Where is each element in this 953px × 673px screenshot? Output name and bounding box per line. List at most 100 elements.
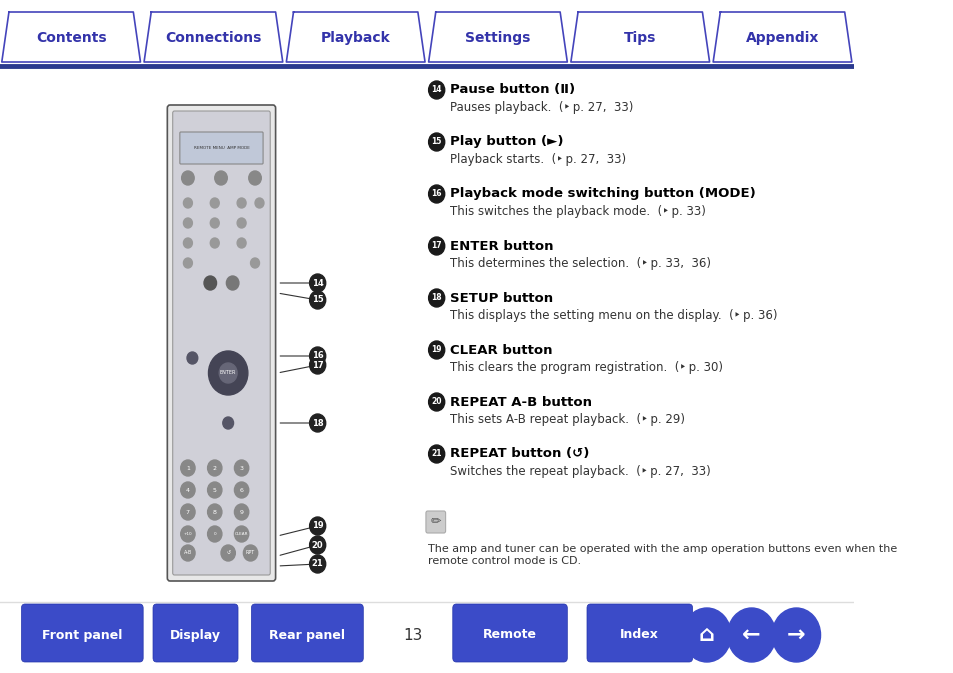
Circle shape	[210, 218, 219, 228]
Circle shape	[249, 171, 261, 185]
Circle shape	[210, 238, 219, 248]
Circle shape	[209, 351, 248, 395]
Text: SETUP button: SETUP button	[450, 291, 553, 304]
Circle shape	[180, 526, 194, 542]
Text: 9: 9	[239, 509, 243, 514]
Circle shape	[181, 171, 194, 185]
Text: Display: Display	[170, 629, 221, 641]
Circle shape	[310, 356, 325, 374]
Circle shape	[208, 482, 222, 498]
Text: 5: 5	[213, 487, 216, 493]
Text: 2: 2	[213, 466, 216, 470]
Circle shape	[428, 133, 444, 151]
Text: ENTER button: ENTER button	[450, 240, 553, 252]
Text: 19: 19	[431, 345, 441, 355]
Text: 13: 13	[403, 627, 422, 643]
Circle shape	[251, 258, 259, 268]
Text: →: →	[786, 625, 805, 645]
Text: 14: 14	[312, 279, 323, 287]
Text: This sets A-B repeat playback.  (‣ p. 29): This sets A-B repeat playback. (‣ p. 29)	[450, 413, 684, 425]
Circle shape	[183, 258, 193, 268]
Circle shape	[310, 274, 325, 292]
Circle shape	[208, 504, 222, 520]
Text: 20: 20	[431, 398, 441, 406]
Text: 6: 6	[239, 487, 243, 493]
Circle shape	[727, 608, 775, 662]
Text: Playback: Playback	[320, 31, 390, 45]
Text: RPT: RPT	[246, 551, 254, 555]
Text: ⌂: ⌂	[699, 625, 714, 645]
Text: Index: Index	[619, 629, 659, 641]
FancyBboxPatch shape	[172, 111, 270, 575]
Polygon shape	[570, 12, 709, 62]
Circle shape	[682, 608, 730, 662]
Circle shape	[428, 341, 444, 359]
Text: 4: 4	[186, 487, 190, 493]
Text: Playback mode switching button (MODE): Playback mode switching button (MODE)	[450, 188, 755, 201]
Text: 1: 1	[186, 466, 190, 470]
FancyBboxPatch shape	[167, 105, 275, 581]
Polygon shape	[144, 12, 282, 62]
Circle shape	[428, 185, 444, 203]
Text: CLEAR: CLEAR	[234, 532, 248, 536]
Circle shape	[310, 347, 325, 365]
Text: This determines the selection.  (‣ p. 33,  36): This determines the selection. (‣ p. 33,…	[450, 256, 710, 269]
Text: Contents: Contents	[36, 31, 107, 45]
Text: 15: 15	[312, 295, 323, 304]
Text: 21: 21	[431, 450, 441, 458]
Text: REPEAT button (↺): REPEAT button (↺)	[450, 448, 589, 460]
Text: 8: 8	[213, 509, 216, 514]
Text: This displays the setting menu on the display.  (‣ p. 36): This displays the setting menu on the di…	[450, 308, 777, 322]
Text: Switches the repeat playback.  (‣ p. 27,  33): Switches the repeat playback. (‣ p. 27, …	[450, 464, 710, 478]
Circle shape	[254, 198, 264, 208]
Circle shape	[204, 276, 216, 290]
FancyBboxPatch shape	[22, 604, 143, 662]
Circle shape	[237, 198, 246, 208]
Circle shape	[428, 393, 444, 411]
Circle shape	[771, 608, 820, 662]
Text: Connections: Connections	[165, 31, 261, 45]
Circle shape	[234, 460, 249, 476]
Text: Pauses playback.  (‣ p. 27,  33): Pauses playback. (‣ p. 27, 33)	[450, 100, 633, 114]
Circle shape	[180, 504, 194, 520]
Text: Rear panel: Rear panel	[269, 629, 345, 641]
Circle shape	[234, 504, 249, 520]
Text: 3: 3	[239, 466, 243, 470]
Circle shape	[310, 555, 325, 573]
Text: 17: 17	[312, 361, 323, 369]
Circle shape	[208, 460, 222, 476]
Circle shape	[214, 171, 227, 185]
Text: Settings: Settings	[465, 31, 530, 45]
Text: Appendix: Appendix	[745, 31, 819, 45]
Text: Playback starts.  (‣ p. 27,  33): Playback starts. (‣ p. 27, 33)	[450, 153, 625, 166]
Circle shape	[310, 414, 325, 432]
Circle shape	[428, 289, 444, 307]
FancyBboxPatch shape	[453, 604, 567, 662]
Polygon shape	[286, 12, 425, 62]
FancyBboxPatch shape	[425, 511, 445, 533]
Text: REPEAT A-B button: REPEAT A-B button	[450, 396, 592, 409]
Text: 18: 18	[431, 293, 441, 302]
Circle shape	[180, 545, 194, 561]
Text: This switches the playback mode.  (‣ p. 33): This switches the playback mode. (‣ p. 3…	[450, 205, 705, 217]
Text: Tips: Tips	[623, 31, 656, 45]
Circle shape	[219, 363, 237, 383]
Text: REMOTE MENU  AMP MODE: REMOTE MENU AMP MODE	[193, 146, 249, 150]
Circle shape	[234, 482, 249, 498]
Text: 0: 0	[213, 532, 215, 536]
Circle shape	[428, 81, 444, 99]
Circle shape	[237, 218, 246, 228]
Circle shape	[310, 536, 325, 554]
Text: ENTER: ENTER	[220, 371, 236, 376]
Text: This clears the program registration.  (‣ p. 30): This clears the program registration. (‣…	[450, 361, 722, 374]
Text: 17: 17	[431, 242, 441, 250]
Text: ✏: ✏	[430, 516, 440, 528]
Circle shape	[428, 237, 444, 255]
Circle shape	[428, 445, 444, 463]
Text: Play button (►): Play button (►)	[450, 135, 563, 149]
Text: Pause button (Ⅱ): Pause button (Ⅱ)	[450, 83, 575, 96]
Circle shape	[221, 545, 235, 561]
Text: 18: 18	[312, 419, 323, 427]
Text: A-B: A-B	[184, 551, 192, 555]
Polygon shape	[2, 12, 140, 62]
